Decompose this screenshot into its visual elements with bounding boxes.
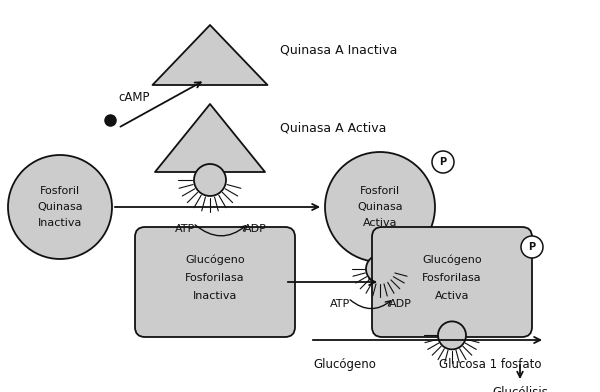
Text: Activa: Activa [363,218,397,228]
Text: Fosforil: Fosforil [360,186,400,196]
Text: ADP: ADP [244,224,266,234]
Text: Inactiva: Inactiva [193,291,237,301]
Polygon shape [155,104,265,172]
Text: Inactiva: Inactiva [38,218,82,228]
Text: ADP: ADP [389,299,412,309]
Text: P: P [529,242,536,252]
Circle shape [366,255,394,283]
Circle shape [432,151,454,173]
Text: Glucógeno: Glucógeno [185,255,245,265]
Ellipse shape [325,152,435,262]
Text: ATP: ATP [330,299,350,309]
Text: ATP: ATP [175,224,195,234]
Text: Glucógeno: Glucógeno [422,255,482,265]
Text: Glucosa 1 fosfato: Glucosa 1 fosfato [439,358,541,371]
Text: Fosforil: Fosforil [40,186,80,196]
Text: Quinasa A Inactiva: Quinasa A Inactiva [280,44,397,56]
Text: Activa: Activa [435,291,469,301]
Text: Fosforilasa: Fosforilasa [185,273,245,283]
Text: Quinasa A Activa: Quinasa A Activa [280,122,386,134]
Text: Fosforilasa: Fosforilasa [422,273,482,283]
Text: cAMP: cAMP [118,91,149,104]
FancyBboxPatch shape [372,227,532,337]
Circle shape [438,321,466,349]
Ellipse shape [8,155,112,259]
FancyBboxPatch shape [135,227,295,337]
Text: Quinasa: Quinasa [37,202,83,212]
Circle shape [521,236,543,258]
Circle shape [194,164,226,196]
Text: Glucógeno: Glucógeno [314,358,376,371]
Text: Glucólisis: Glucólisis [492,386,548,392]
Polygon shape [152,25,268,85]
Text: Quinasa: Quinasa [357,202,403,212]
Text: P: P [439,157,446,167]
